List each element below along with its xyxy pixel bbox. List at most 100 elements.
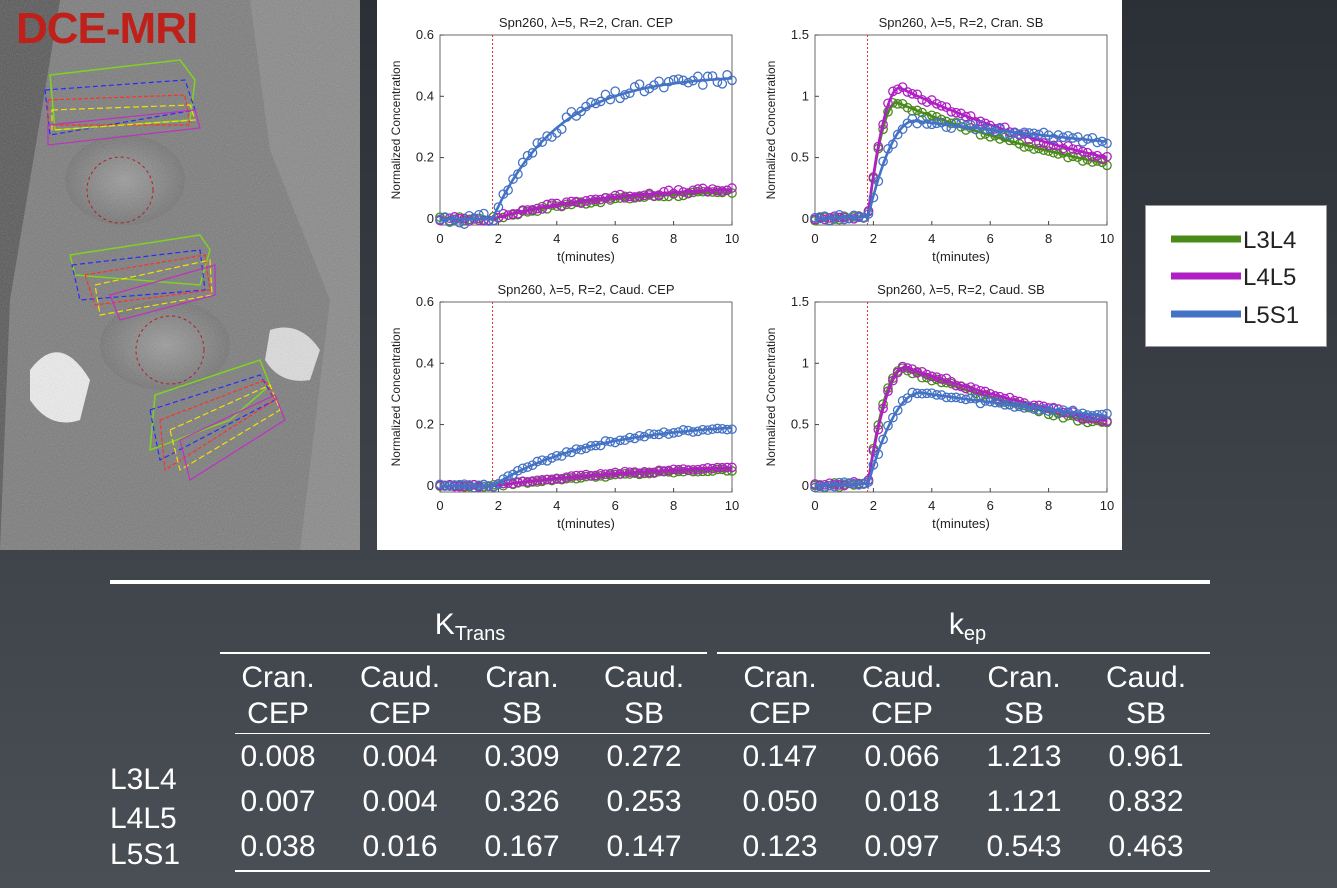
data-point-l5s1 bbox=[493, 479, 504, 489]
data-point-l5s1 bbox=[610, 437, 621, 448]
data-point-l4l5 bbox=[936, 374, 947, 384]
data-point-l4l5 bbox=[644, 188, 655, 199]
data-point-l4l5 bbox=[970, 384, 981, 394]
data-point-l3l4 bbox=[600, 472, 611, 482]
fit-line-l5s1 bbox=[814, 391, 1108, 490]
data-point-l3l4 bbox=[702, 466, 713, 477]
data-point-l5s1 bbox=[629, 433, 640, 444]
data-point-l4l5 bbox=[1038, 138, 1049, 148]
data-point-l4l5 bbox=[654, 190, 664, 200]
data-point-l4l5 bbox=[1053, 140, 1064, 151]
data-point-l5s1 bbox=[707, 424, 718, 435]
x-tick-label: 10 bbox=[725, 498, 739, 513]
group-header-main: k bbox=[948, 608, 964, 641]
data-point-l5s1 bbox=[615, 435, 625, 446]
data-point-l4l5 bbox=[678, 187, 689, 197]
data-point-l5s1 bbox=[532, 138, 543, 148]
y-tick-label: 1.5 bbox=[791, 294, 809, 309]
data-point-l5s1 bbox=[600, 89, 611, 100]
data-point-l4l5 bbox=[702, 186, 713, 197]
data-point-l5s1 bbox=[1053, 407, 1064, 418]
data-point-l4l5 bbox=[498, 208, 509, 219]
data-point-l4l5 bbox=[1102, 416, 1112, 426]
data-point-l5s1 bbox=[590, 440, 601, 451]
y-axis-label: Normalized Concentration bbox=[764, 328, 778, 467]
data-point-l5s1 bbox=[444, 217, 455, 227]
table-cell: 0.147 bbox=[742, 740, 818, 773]
group-header-kep: kep bbox=[725, 608, 1210, 646]
data-point-l4l5 bbox=[586, 471, 596, 481]
data-point-l5s1 bbox=[1082, 134, 1093, 144]
data-point-l5s1 bbox=[513, 465, 523, 476]
data-point-l5s1 bbox=[527, 148, 538, 158]
data-point-l4l5 bbox=[888, 375, 898, 386]
data-point-l4l5 bbox=[702, 463, 713, 473]
table-cell: 0.016 bbox=[362, 830, 438, 863]
data-point-l5s1 bbox=[493, 202, 504, 212]
data-point-l3l4 bbox=[727, 188, 737, 198]
data-point-l4l5 bbox=[951, 380, 961, 391]
data-point-l4l5 bbox=[551, 474, 562, 484]
table-cell: 0.008 bbox=[240, 740, 316, 773]
fit-line-l5s1 bbox=[440, 77, 733, 221]
data-point-l5s1 bbox=[975, 398, 986, 409]
data-point-l4l5 bbox=[629, 192, 640, 202]
data-point-l4l5 bbox=[620, 466, 630, 477]
data-point-l5s1 bbox=[951, 118, 961, 129]
data-point-l5s1 bbox=[435, 214, 445, 225]
legend: L3L4 L4L5 L5S1 bbox=[1145, 205, 1327, 347]
x-tick-label: 4 bbox=[553, 231, 560, 246]
data-point-l5s1 bbox=[892, 405, 903, 416]
data-point-l4l5 bbox=[620, 192, 630, 203]
data-point-l5s1 bbox=[464, 210, 475, 221]
data-point-l4l5 bbox=[464, 216, 475, 226]
data-point-l5s1 bbox=[922, 119, 932, 129]
data-point-l4l5 bbox=[946, 106, 957, 117]
table-cell: 0.543 bbox=[986, 830, 1062, 863]
column-header: Cran. CEP bbox=[241, 661, 315, 730]
data-point-l4l5 bbox=[508, 478, 518, 489]
data-point-l4l5 bbox=[532, 475, 543, 486]
data-point-l4l5 bbox=[517, 476, 528, 487]
data-point-l4l5 bbox=[527, 476, 538, 486]
data-point-l4l5 bbox=[926, 371, 937, 382]
data-point-l4l5 bbox=[673, 464, 684, 475]
y-axis-label: Normalized Concentration bbox=[389, 61, 403, 200]
data-point-l5s1 bbox=[483, 481, 494, 491]
data-point-l5s1 bbox=[469, 213, 479, 223]
data-point-l5s1 bbox=[1034, 129, 1044, 140]
data-point-l4l5 bbox=[1063, 141, 1073, 151]
group-header-ktrans: KTrans bbox=[235, 608, 705, 646]
chart-1: 0 2 4 6 8 10 0 0.2 0.4 0.6 Spn260, λ=5, R=2, Cran.… bbox=[389, 15, 739, 264]
data-point-l4l5 bbox=[576, 470, 586, 481]
legend-item-l3l4: L3L4 bbox=[1171, 227, 1296, 254]
data-point-l3l4 bbox=[975, 129, 986, 140]
x-tick-label: 2 bbox=[870, 231, 877, 246]
table-cell: 0.272 bbox=[606, 740, 682, 773]
data-point-l4l5 bbox=[922, 97, 932, 107]
y-tick-label: 1.5 bbox=[791, 27, 809, 42]
data-point-l5s1 bbox=[586, 97, 596, 108]
data-point-l5s1 bbox=[829, 213, 840, 223]
data-point-l5s1 bbox=[849, 210, 859, 221]
data-point-l5s1 bbox=[1077, 408, 1088, 419]
data-point-l5s1 bbox=[498, 474, 509, 484]
x-axis-label: t(minutes) bbox=[557, 249, 615, 264]
data-point-l5s1 bbox=[707, 71, 718, 81]
data-point-l4l5 bbox=[556, 473, 567, 484]
table-cell: 0.004 bbox=[362, 740, 438, 773]
data-point-l3l4 bbox=[912, 105, 923, 116]
data-point-l5s1 bbox=[678, 75, 689, 86]
data-point-l5s1 bbox=[586, 441, 596, 451]
data-point-l4l5 bbox=[600, 469, 611, 480]
data-point-l3l4 bbox=[1068, 151, 1078, 162]
data-point-l5s1 bbox=[459, 219, 470, 229]
x-tick-label: 0 bbox=[811, 498, 818, 513]
y-tick-label: 0.4 bbox=[416, 355, 434, 370]
data-point-l5s1 bbox=[1009, 402, 1020, 412]
fit-line-l5s1 bbox=[440, 426, 733, 488]
data-point-l4l5 bbox=[902, 363, 913, 373]
legend-label: L4L5 bbox=[1243, 264, 1296, 291]
data-point-l5s1 bbox=[1102, 408, 1112, 419]
data-point-l5s1 bbox=[1097, 409, 1107, 420]
